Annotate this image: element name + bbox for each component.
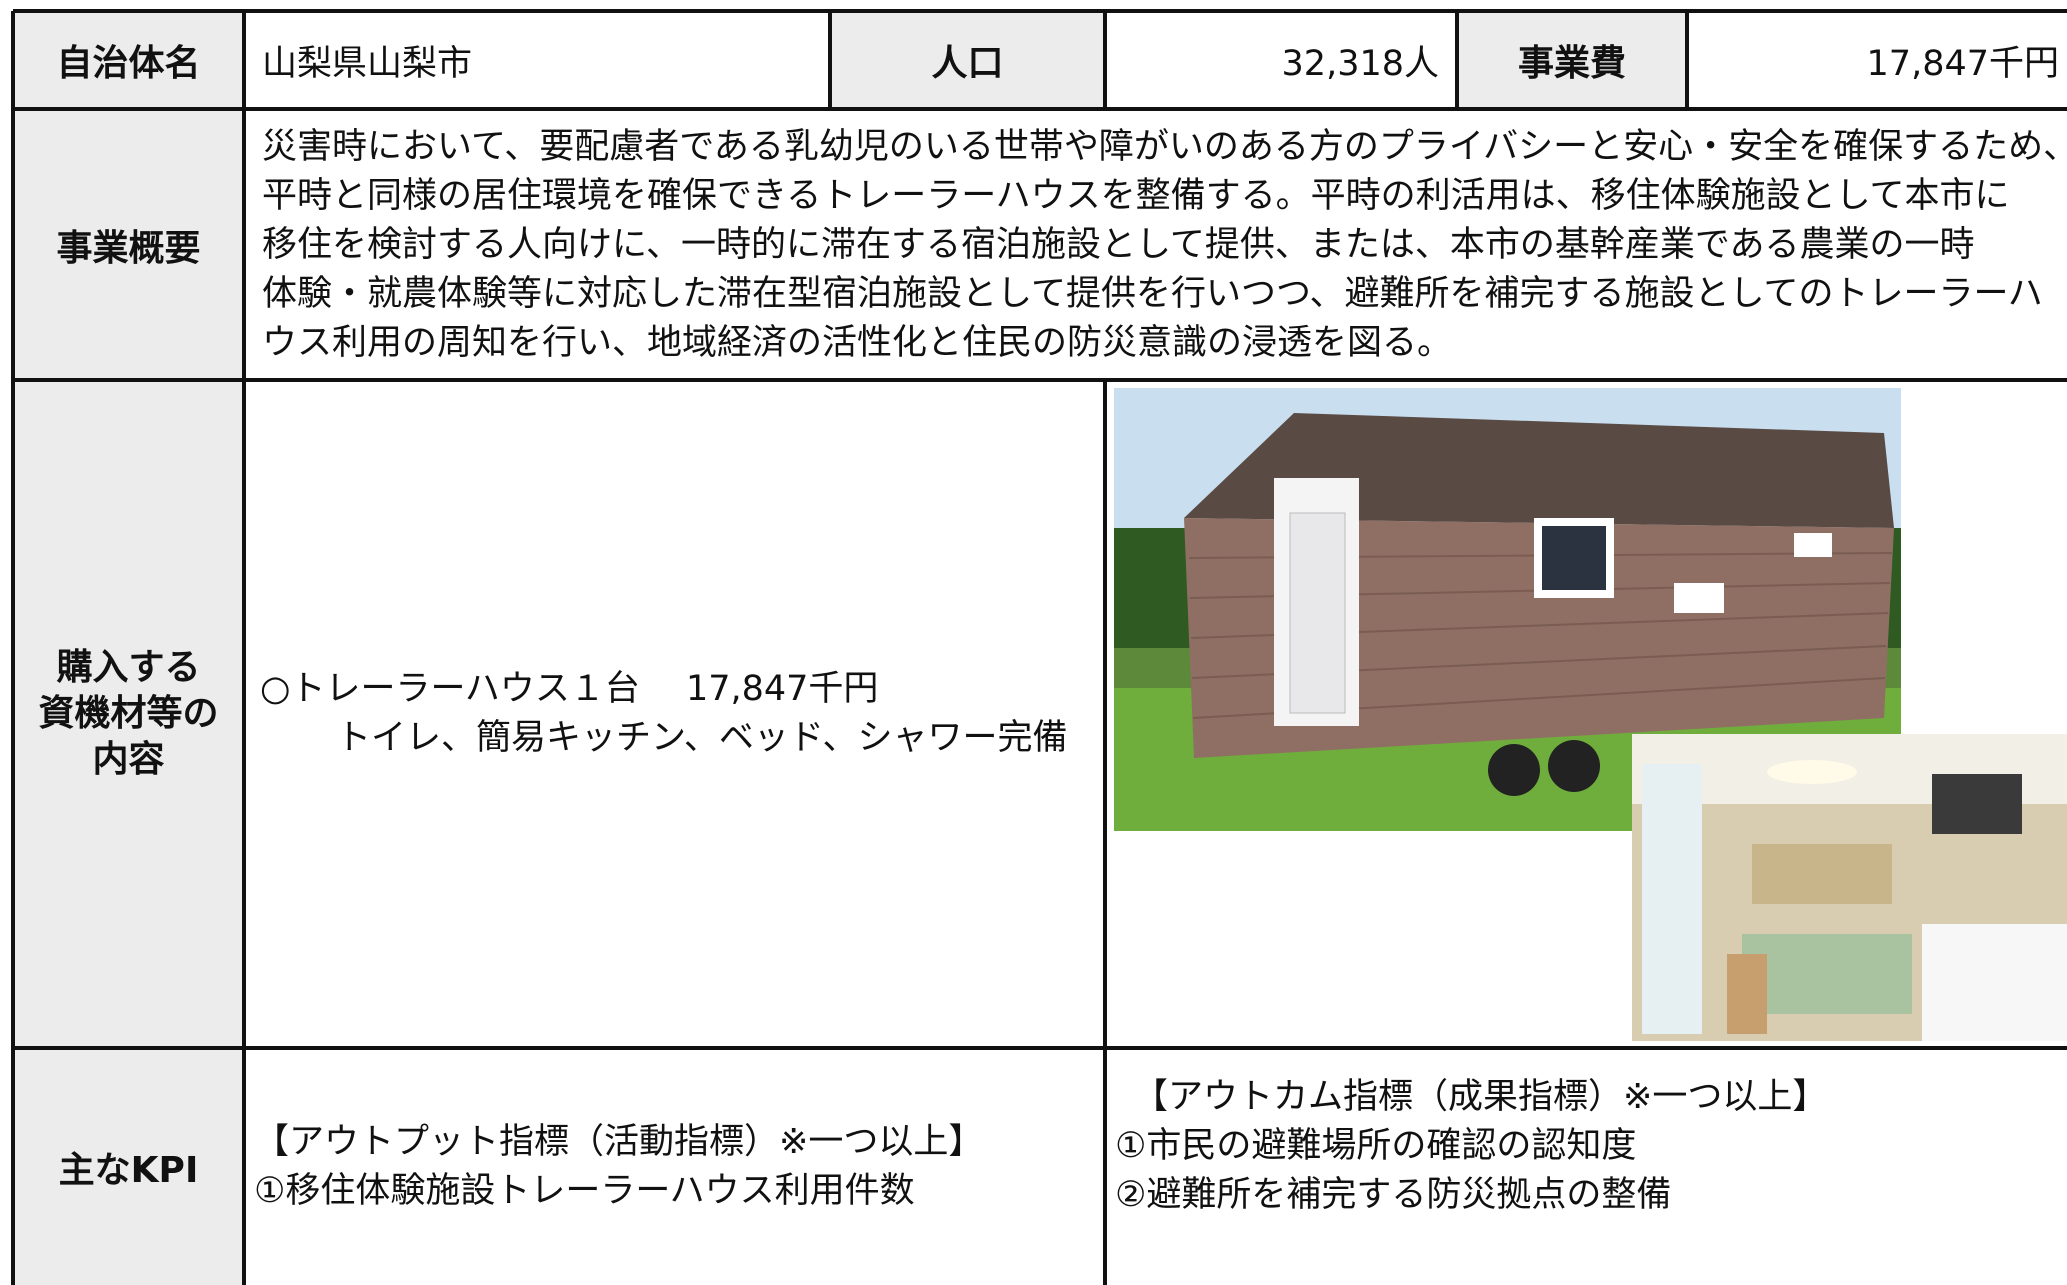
label: 主なKPI bbox=[58, 1149, 199, 1191]
kpi-line: 【アウトプット指標（活動指標）※一つ以上】 bbox=[254, 1121, 984, 1162]
value-cell: 山梨県山梨市 bbox=[244, 11, 830, 109]
material-line: ○トレーラーハウス１台 17,847千円 bbox=[260, 669, 879, 709]
label: 事業概要 bbox=[56, 227, 201, 269]
municipality: 山梨県山梨市 bbox=[262, 43, 473, 84]
label-line: 資機材等の bbox=[38, 693, 219, 734]
trailer-photo bbox=[1114, 388, 1901, 831]
interior-photo bbox=[1632, 734, 2067, 1041]
value-cell: 32,318人 bbox=[1105, 11, 1457, 109]
value-cell: 17,847千円 bbox=[1687, 11, 2067, 109]
summary-line: 体験・就農体験等に対応した滞在型宿泊施設として提供を行いつつ、避難所を補完する施… bbox=[262, 274, 2043, 314]
summary-line: 災害時において、要配慮者である乳幼児のいる世帯や障がいのある方のプライバシーと安… bbox=[262, 127, 2067, 167]
cost: 17,847千円 bbox=[1866, 43, 2059, 84]
output-cell: 【アウトプット指標（活動指標）※一つ以上】 ①移住体験施設トレーラーハウス利用件数 bbox=[244, 1048, 1105, 1285]
population: 32,318人 bbox=[1281, 43, 1439, 84]
materials-cell: ○トレーラーハウス１台 17,847千円トイレ、簡易キッチン、ベッド、シャワー完… bbox=[244, 380, 1105, 1048]
summary-line: 平時と同様の居住環境を確保できるトレーラーハウスを整備する。平時の利活用は、移住… bbox=[262, 176, 2010, 216]
summary-line: ウス利用の周知を行い、地域経済の活性化と住民の防災意識の浸透を図る。 bbox=[262, 323, 1453, 363]
label-line: 内容 bbox=[92, 739, 165, 780]
label-cell: 事業概要 bbox=[13, 109, 244, 380]
label: 人口 bbox=[931, 43, 1004, 84]
kpi-line: ②避難所を補完する防災拠点の整備 bbox=[1115, 1175, 1672, 1215]
kpi-line: 【アウトカム指標（成果指標）※一つ以上】 bbox=[1133, 1077, 1828, 1117]
label: 事業費 bbox=[1517, 43, 1626, 84]
material-line: トイレ、簡易キッチン、ベッド、シャワー完備 bbox=[336, 718, 1068, 758]
label-cell: 事業費 bbox=[1457, 11, 1687, 109]
kpi-line: ①移住体験施設トレーラーハウス利用件数 bbox=[254, 1170, 915, 1211]
label-cell: 人口 bbox=[830, 11, 1105, 109]
summary-cell: 災害時において、要配慮者である乳幼児のいる世帯や障がいのある方のプライバシーと安… bbox=[244, 109, 2067, 380]
label-cell: 購入する資機材等の内容 bbox=[13, 380, 244, 1048]
label-cell: 自治体名 bbox=[13, 11, 244, 109]
kpi-line: ①市民の避難場所の確認の認知度 bbox=[1115, 1126, 1637, 1166]
label-cell: 主なKPI bbox=[13, 1048, 244, 1285]
label-line: 購入する bbox=[56, 647, 201, 688]
label: 自治体名 bbox=[56, 43, 201, 84]
outcome-cell: 【アウトカム指標（成果指標）※一つ以上】 ①市民の避難場所の確認の認知度 ②避難所を… bbox=[1105, 1048, 2067, 1285]
summary-line: 移住を検討する人向けに、一時的に滞在する宿泊施設として提供、または、本市の基幹産… bbox=[262, 225, 1975, 265]
